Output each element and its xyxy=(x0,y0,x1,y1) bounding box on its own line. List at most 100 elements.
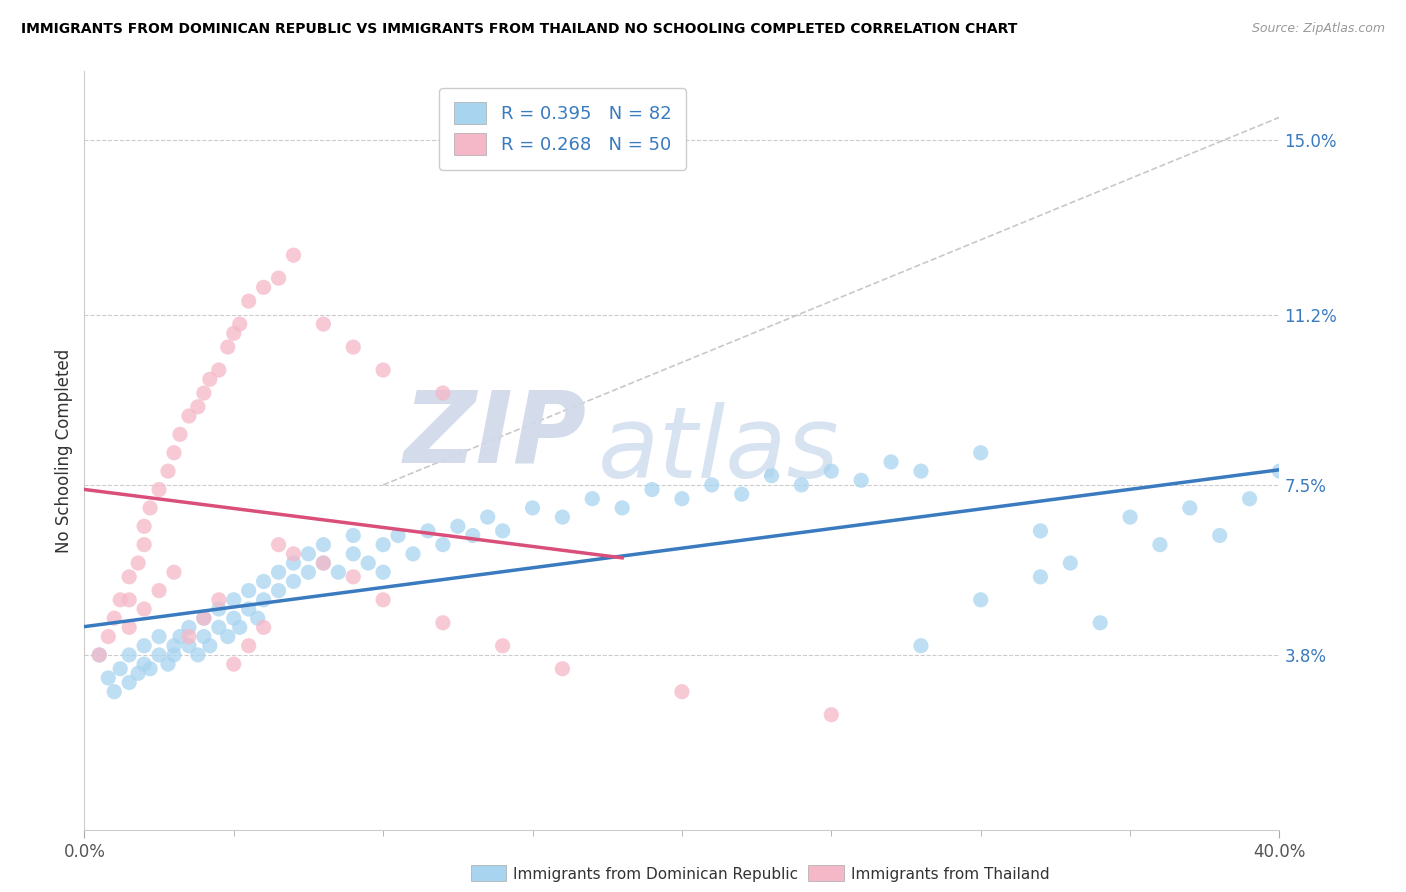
Point xyxy=(163,446,186,460)
Point xyxy=(238,294,260,309)
Point xyxy=(222,592,245,607)
Point xyxy=(163,639,186,653)
Point xyxy=(267,583,290,598)
Point xyxy=(641,483,664,497)
Point xyxy=(432,386,454,401)
Point xyxy=(118,675,141,690)
Point xyxy=(357,556,380,570)
Point xyxy=(103,684,125,698)
Point xyxy=(342,528,364,542)
Point xyxy=(671,491,693,506)
Point xyxy=(238,639,260,653)
Point xyxy=(253,592,276,607)
Point xyxy=(246,611,269,625)
Point xyxy=(522,500,544,515)
Point xyxy=(297,566,319,580)
Point xyxy=(581,491,603,506)
Text: Immigrants from Thailand: Immigrants from Thailand xyxy=(851,867,1049,881)
Point xyxy=(416,524,439,538)
Point xyxy=(89,648,111,662)
Point xyxy=(193,611,215,625)
Point xyxy=(373,566,395,580)
Point xyxy=(208,620,231,634)
Point xyxy=(139,500,162,515)
Point xyxy=(1029,570,1052,584)
Point xyxy=(312,317,335,331)
Text: ZIP: ZIP xyxy=(404,387,586,483)
Point xyxy=(222,326,245,341)
Point xyxy=(1239,491,1261,506)
Point xyxy=(132,639,156,653)
Point xyxy=(198,372,221,386)
Point xyxy=(222,611,245,625)
Point xyxy=(283,248,305,262)
Point xyxy=(193,630,215,644)
Point xyxy=(222,657,245,672)
Point xyxy=(432,615,454,630)
Point xyxy=(820,707,842,722)
Point xyxy=(342,340,364,354)
Point xyxy=(790,478,813,492)
Point xyxy=(373,592,395,607)
Point xyxy=(217,630,239,644)
Point xyxy=(447,519,470,533)
Point xyxy=(253,280,276,294)
Point xyxy=(283,574,305,589)
Point xyxy=(551,510,574,524)
Point xyxy=(492,639,515,653)
Point xyxy=(157,657,180,672)
Point xyxy=(700,478,723,492)
Legend: R = 0.395   N = 82, R = 0.268   N = 50: R = 0.395 N = 82, R = 0.268 N = 50 xyxy=(439,88,686,170)
Point xyxy=(1178,500,1201,515)
Point xyxy=(139,662,162,676)
Point xyxy=(177,620,200,634)
Point xyxy=(148,630,170,644)
Point xyxy=(148,483,170,497)
Point xyxy=(118,592,141,607)
Point xyxy=(312,538,335,552)
Point xyxy=(1209,528,1232,542)
Point xyxy=(551,662,574,676)
Point xyxy=(132,538,156,552)
Point xyxy=(208,363,231,377)
Point xyxy=(880,455,903,469)
Point xyxy=(267,566,290,580)
Point xyxy=(1268,464,1291,478)
Point xyxy=(187,648,209,662)
Point xyxy=(163,648,186,662)
Point xyxy=(97,671,120,685)
Point xyxy=(193,386,215,401)
Point xyxy=(312,556,335,570)
Point xyxy=(671,684,693,698)
Point xyxy=(1029,524,1052,538)
Text: Immigrants from Dominican Republic: Immigrants from Dominican Republic xyxy=(513,867,799,881)
Point xyxy=(253,620,276,634)
Point xyxy=(177,409,200,423)
Point xyxy=(612,500,634,515)
Point xyxy=(267,271,290,285)
Point xyxy=(253,574,276,589)
Text: IMMIGRANTS FROM DOMINICAN REPUBLIC VS IMMIGRANTS FROM THAILAND NO SCHOOLING COMP: IMMIGRANTS FROM DOMINICAN REPUBLIC VS IM… xyxy=(21,22,1018,37)
Point xyxy=(402,547,425,561)
Point xyxy=(1149,538,1171,552)
Point xyxy=(731,487,754,501)
Point xyxy=(177,639,200,653)
Point xyxy=(110,662,132,676)
Point xyxy=(761,468,783,483)
Text: Source: ZipAtlas.com: Source: ZipAtlas.com xyxy=(1251,22,1385,36)
Point xyxy=(492,524,515,538)
Point xyxy=(970,446,993,460)
Point xyxy=(157,464,180,478)
Point xyxy=(238,583,260,598)
Point xyxy=(910,464,932,478)
Point xyxy=(851,473,873,487)
Point xyxy=(148,583,170,598)
Point xyxy=(169,630,191,644)
Point xyxy=(198,639,221,653)
Point xyxy=(132,519,156,533)
Point xyxy=(1059,556,1081,570)
Point xyxy=(127,666,149,681)
Point xyxy=(193,611,215,625)
Text: atlas: atlas xyxy=(599,402,839,499)
Point xyxy=(1119,510,1142,524)
